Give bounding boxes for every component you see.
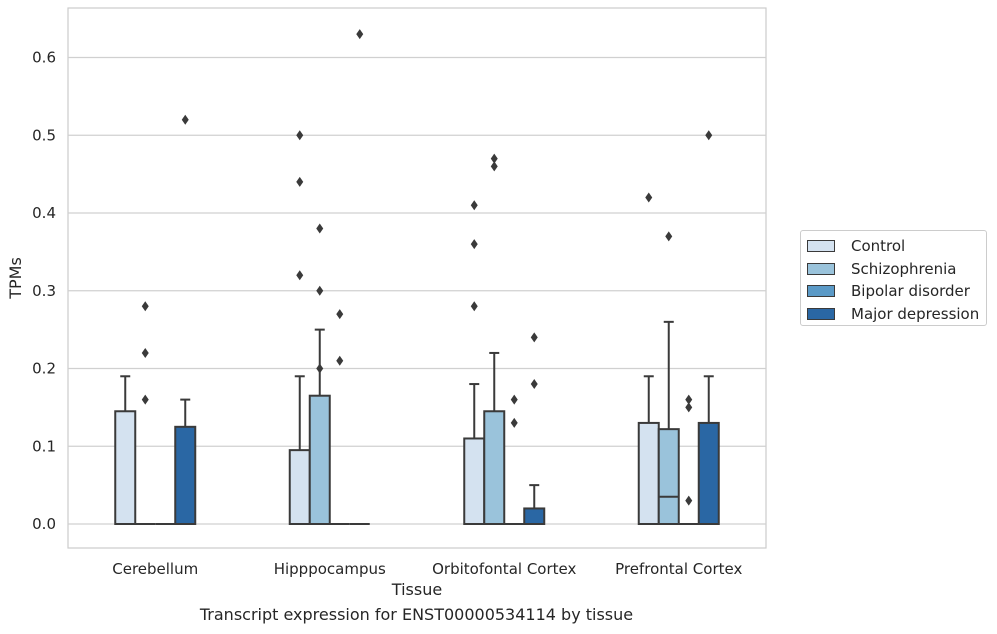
box-major-depression xyxy=(174,114,197,525)
y-tick-label: 0.6 xyxy=(32,49,56,67)
chart-caption: Transcript expression for ENST0000053411… xyxy=(199,605,634,624)
outlier-point xyxy=(316,285,324,296)
box-bipolar-disorder xyxy=(329,309,350,525)
outlier-point xyxy=(685,394,693,405)
x-tick-label: Cerebellum xyxy=(112,560,198,578)
x-tick-label: Prefrontal Cortex xyxy=(615,560,742,578)
y-tick-label: 0.0 xyxy=(32,515,56,533)
legend-label: Control xyxy=(851,237,906,255)
outlier-point xyxy=(296,270,304,281)
x-tick-labels: Cerebellum Hipppocampus Orbitofontal Corte… xyxy=(112,560,742,578)
box xyxy=(483,410,506,526)
legend-swatch xyxy=(807,262,835,275)
legend-swatch xyxy=(807,240,835,252)
y-tick-labels: 0.0 0.1 0.2 0.3 0.4 0.5 0.6 xyxy=(32,49,56,534)
box-control xyxy=(114,375,137,526)
box xyxy=(637,421,660,525)
outlier-point xyxy=(530,379,538,390)
outlier-point xyxy=(181,114,189,125)
box-schizophrenia xyxy=(483,153,506,526)
legend-label: Major depression xyxy=(851,304,980,323)
outlier-point xyxy=(336,355,344,366)
outlier-point xyxy=(530,332,538,343)
y-tick-label: 0.3 xyxy=(32,282,56,300)
outlier-point xyxy=(510,394,518,405)
y-tick-label: 0.5 xyxy=(32,126,56,144)
outlier-point xyxy=(356,29,364,40)
box xyxy=(657,428,680,525)
outlier-point xyxy=(665,231,673,242)
y-tick-label: 0.4 xyxy=(32,204,56,222)
box-schizophrenia xyxy=(135,301,156,525)
legend-item: Schizophrenia xyxy=(807,260,956,278)
legend-swatch xyxy=(807,285,835,297)
box-major-depression xyxy=(697,130,720,525)
outlier-point xyxy=(685,495,693,506)
box-control xyxy=(463,200,486,526)
box-control xyxy=(637,192,660,525)
x-axis-label: Tissue xyxy=(391,580,442,599)
box xyxy=(288,449,311,526)
legend: Control Schizophrenia Bipolar disorder Majo… xyxy=(800,230,987,326)
legend-item: Control xyxy=(807,237,905,255)
box xyxy=(463,437,486,526)
outlier-point xyxy=(645,192,653,203)
outlier-point xyxy=(705,130,713,141)
box-bipolar-disorder xyxy=(678,394,699,525)
outlier-point xyxy=(510,417,518,428)
outlier-point xyxy=(316,363,324,374)
box-major-depression xyxy=(349,29,370,525)
outlier-point xyxy=(685,402,693,413)
box xyxy=(697,421,720,525)
y-tick-label: 0.1 xyxy=(32,437,56,455)
box-major-depression xyxy=(523,332,546,526)
y-tick-label: 0.2 xyxy=(32,360,56,378)
outlier-point xyxy=(490,153,498,164)
legend-item: Major depression xyxy=(807,305,979,323)
outlier-point xyxy=(316,223,324,234)
box-bipolar-disorder xyxy=(504,394,525,525)
outlier-point xyxy=(470,200,478,211)
legend-item: Bipolar disorder xyxy=(807,282,970,300)
y-axis-label: TPMs xyxy=(6,257,25,300)
legend-label: Bipolar disorder xyxy=(851,282,970,300)
box-schizophrenia xyxy=(657,231,680,525)
box-schizophrenia xyxy=(308,223,331,525)
outlier-point xyxy=(141,301,149,312)
outlier-point xyxy=(490,161,498,172)
outlier-point xyxy=(296,130,304,141)
box xyxy=(308,394,331,525)
box xyxy=(174,425,197,525)
box xyxy=(114,410,137,526)
outlier-point xyxy=(296,176,304,187)
box xyxy=(523,507,546,526)
box-series-layer xyxy=(114,29,720,526)
legend-swatch xyxy=(807,307,835,320)
outlier-point xyxy=(470,301,478,312)
outlier-point xyxy=(141,347,149,358)
outlier-point xyxy=(470,239,478,250)
x-tick-label: Orbitofontal Cortex xyxy=(432,560,576,578)
x-tick-label: Hipppocampus xyxy=(274,560,386,578)
outlier-point xyxy=(336,309,344,320)
outlier-point xyxy=(141,394,149,405)
legend-label: Schizophrenia xyxy=(851,259,957,278)
